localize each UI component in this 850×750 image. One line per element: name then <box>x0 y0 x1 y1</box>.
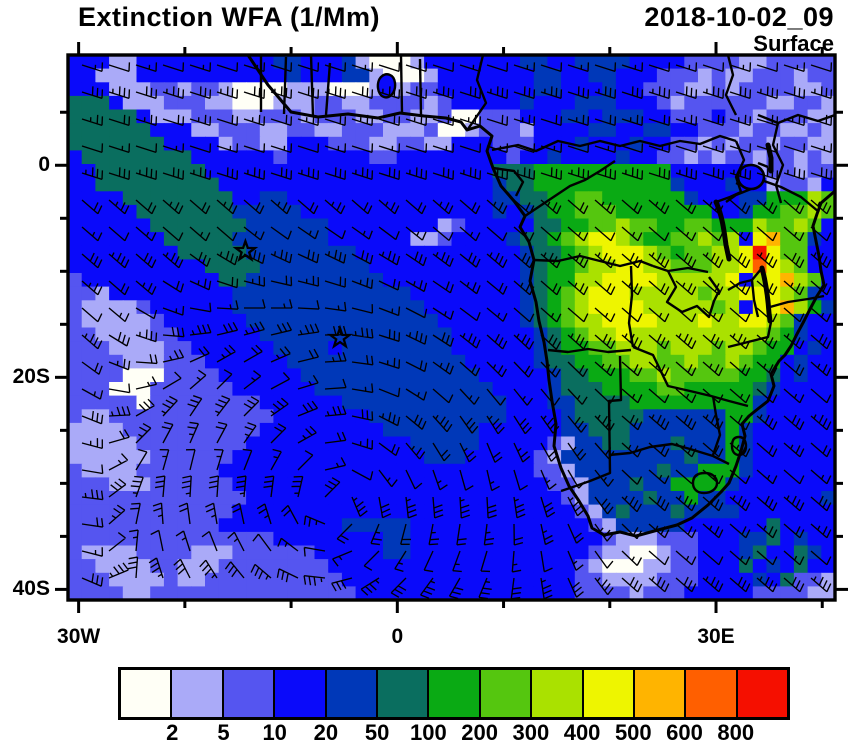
star-markers <box>232 237 353 350</box>
country-border <box>711 395 722 456</box>
country-border <box>533 254 654 268</box>
country-border <box>757 113 836 125</box>
x-tick-label: 30W <box>57 625 101 648</box>
map-frame <box>66 53 837 602</box>
colorbar-level-label: 5 <box>217 720 230 745</box>
colorbar <box>118 667 790 720</box>
country-border <box>771 122 785 204</box>
colorbar-cell <box>223 670 276 717</box>
country-border <box>547 347 632 354</box>
country-border <box>492 166 525 197</box>
extinction-field <box>68 55 836 601</box>
colorbar-level-label: 400 <box>563 720 601 745</box>
colorbar-cell <box>377 670 430 717</box>
colorbar-level-label: 800 <box>717 720 755 745</box>
x-tick-label: 30E <box>697 625 735 648</box>
colorbar-cell <box>275 670 327 717</box>
country-border <box>727 321 773 349</box>
colorbar-level-label: 100 <box>410 720 447 745</box>
country-border <box>560 355 623 493</box>
colorbar-cell <box>686 670 738 717</box>
country-border <box>608 442 730 466</box>
country-border <box>627 265 635 348</box>
colorbar-level-label: 10 <box>262 720 287 745</box>
colorbar-cell <box>583 670 635 717</box>
colorbar-cell <box>480 670 533 717</box>
country-border <box>750 267 763 318</box>
country-border <box>727 278 753 292</box>
wind-barbs <box>81 62 833 600</box>
country-border <box>632 345 749 408</box>
country-border <box>665 270 721 319</box>
country-border <box>691 471 719 495</box>
country-border <box>491 134 737 153</box>
country-border <box>524 160 616 217</box>
colorbar-level-label: 300 <box>512 720 550 745</box>
colorbar-level-label: 2 <box>166 720 179 745</box>
colorbar-level-label: 20 <box>313 720 339 745</box>
colorbar-level-label: 600 <box>666 720 703 745</box>
colorbar-cell <box>634 670 687 717</box>
x-tick-label: 0 <box>391 625 404 648</box>
colorbar-cell <box>429 670 481 717</box>
colorbar-cell <box>737 670 788 717</box>
colorbar-cell <box>121 670 173 717</box>
y-tick-label: 40S <box>12 577 50 601</box>
star-marker <box>232 237 259 262</box>
country-border <box>418 58 423 116</box>
colorbar-cell <box>172 670 224 717</box>
country-border <box>652 264 709 274</box>
country-border <box>282 56 288 115</box>
country-border <box>715 190 742 204</box>
y-tick-label: 0 <box>38 153 50 177</box>
plot-title: Extinction WFA (1/Mm) <box>78 2 380 32</box>
colorbar-level-label: 500 <box>614 720 652 745</box>
colorbar-cell <box>326 670 378 717</box>
star-marker <box>326 324 353 350</box>
plot-level: Surface <box>753 31 834 56</box>
lake-volta <box>376 73 397 99</box>
colorbar-level-label: 200 <box>461 720 498 745</box>
colorbar-cell <box>532 670 584 717</box>
axis-ticks <box>55 42 848 613</box>
colorbar-level-label: 50 <box>364 720 390 745</box>
lake-victoria <box>736 163 766 191</box>
country-border <box>324 62 332 116</box>
country-border <box>399 54 404 114</box>
country-border <box>769 294 825 309</box>
y-tick-label: 20S <box>12 365 50 389</box>
plot-datetime: 2018-10-02_09 <box>644 2 834 32</box>
country-border <box>757 161 769 169</box>
country-border <box>763 179 820 213</box>
